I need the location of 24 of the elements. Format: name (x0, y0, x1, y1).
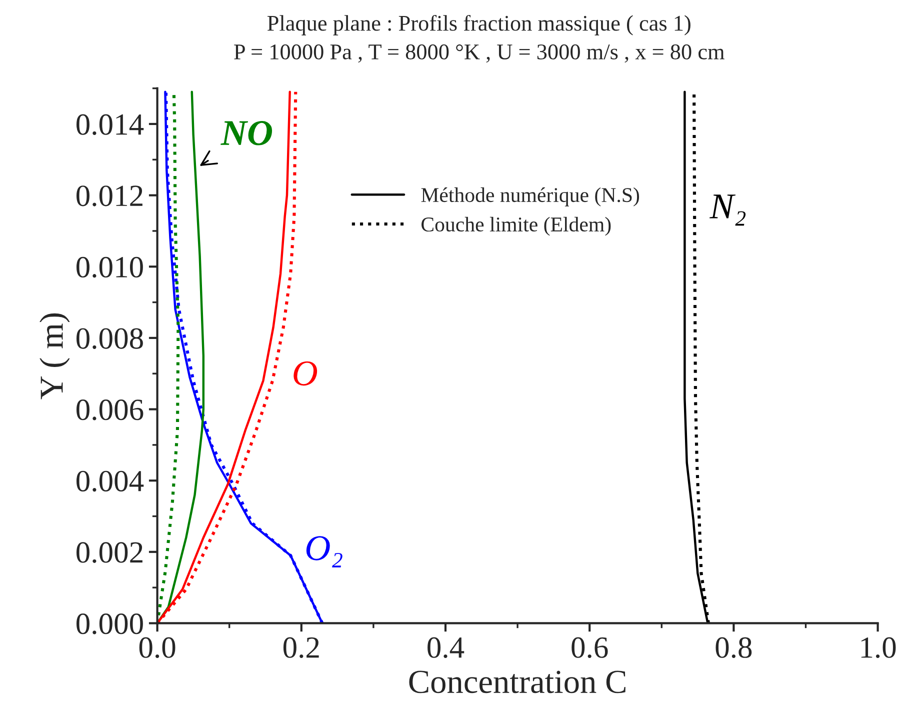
y-tick-label: 0.002 (76, 542, 142, 563)
x-axis-title: Concentration C (409, 670, 626, 694)
y-tick-label: 0.004 (76, 470, 144, 492)
legend-label: Méthode numérique (N.S) (421, 187, 640, 206)
x-tick-label: 1.0 (861, 637, 896, 658)
y-tick-label: 0.010 (76, 256, 143, 278)
chart-title: Plaque plane : Profils fraction massique ( cas 1) (267, 14, 690, 36)
y-tick-label: 0.006 (76, 400, 144, 420)
y-axis-title: Y ( m) (40, 313, 70, 400)
annotation: O (294, 361, 318, 386)
y-tick-label: 0.000 (76, 614, 143, 634)
annotation: N₂ (710, 194, 746, 226)
chart-subtitle: P = 10000 Pa , T = 8000 °K , U = 3000 m/s , x = 80 cm (234, 44, 724, 63)
x-tick-label: 0.2 (283, 637, 319, 658)
y-tick-label: 0.008 (76, 328, 143, 349)
annotation: O₂ (306, 536, 342, 568)
y-tick-label: 0.014 (76, 114, 144, 136)
x-tick-label: 0.8 (716, 637, 752, 658)
y-tick-label: 0.012 (76, 186, 142, 206)
annotation: NO (220, 120, 272, 146)
legend-label: Couche limite (Eldem) (422, 216, 611, 236)
x-tick-label: 0.0 (139, 637, 176, 658)
x-tick-label: 0.6 (572, 637, 608, 658)
x-tick-label: 0.4 (428, 637, 464, 658)
